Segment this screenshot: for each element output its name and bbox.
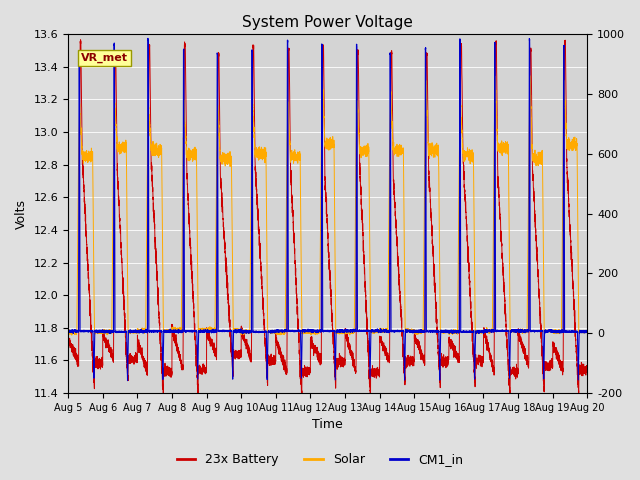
Text: VR_met: VR_met (81, 53, 128, 63)
Title: System Power Voltage: System Power Voltage (243, 15, 413, 30)
Legend: 23x Battery, Solar, CM1_in: 23x Battery, Solar, CM1_in (172, 448, 468, 471)
X-axis label: Time: Time (312, 419, 343, 432)
Y-axis label: Volts: Volts (15, 199, 28, 228)
